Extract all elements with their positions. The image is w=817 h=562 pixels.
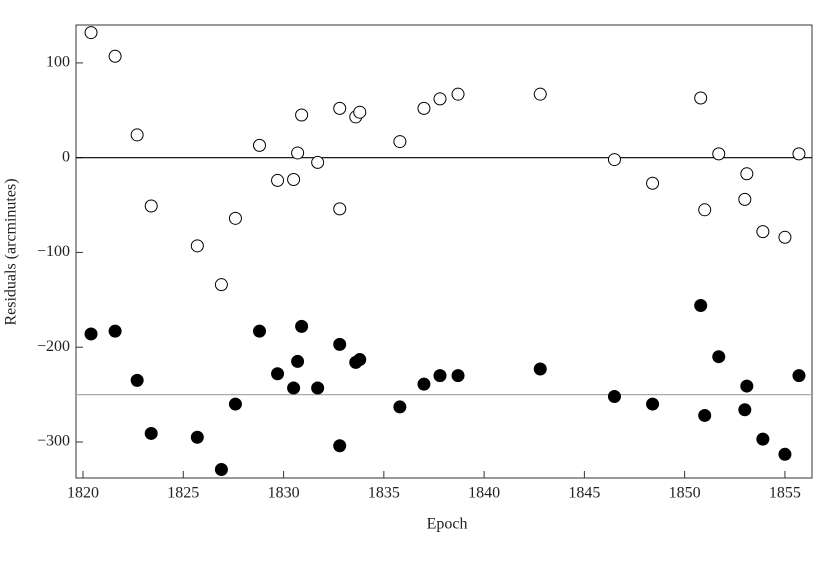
point: [108, 49, 122, 63]
point: [740, 167, 754, 181]
point: [756, 225, 770, 239]
x-tick-label: 1830: [268, 485, 300, 502]
point: [417, 101, 431, 115]
point: [295, 319, 309, 333]
point: [108, 324, 122, 338]
point: [144, 426, 158, 440]
y-tick-label: 0: [62, 148, 70, 165]
point: [271, 367, 285, 381]
x-tick-label: 1850: [669, 485, 701, 502]
point: [287, 381, 301, 395]
point: [287, 172, 301, 186]
point: [698, 203, 712, 217]
point: [311, 155, 325, 169]
point: [756, 432, 770, 446]
point: [214, 462, 228, 476]
point: [792, 147, 806, 161]
x-tick-label: 1820: [67, 485, 99, 502]
point: [144, 199, 158, 213]
x-tick-label: 1825: [167, 485, 199, 502]
point: [393, 400, 407, 414]
point: [333, 202, 347, 216]
point: [740, 379, 754, 393]
point: [417, 377, 431, 391]
point: [291, 354, 305, 368]
point: [295, 108, 309, 122]
point: [291, 146, 305, 160]
point: [533, 87, 547, 101]
point: [214, 278, 228, 292]
point: [738, 192, 752, 206]
y-tick-label: −300: [37, 433, 70, 450]
point: [694, 299, 708, 313]
point: [533, 362, 547, 376]
point: [228, 397, 242, 411]
point: [190, 430, 204, 444]
point: [646, 176, 660, 190]
y-tick-label: −100: [37, 243, 70, 260]
point: [694, 91, 708, 105]
point: [130, 373, 144, 387]
point: [778, 447, 792, 461]
x-tick-label: 1840: [468, 485, 500, 502]
point: [778, 230, 792, 244]
point: [190, 239, 204, 253]
point: [451, 87, 465, 101]
point: [451, 369, 465, 383]
point: [130, 128, 144, 142]
point: [353, 353, 367, 367]
point: [646, 397, 660, 411]
point: [252, 324, 266, 338]
point: [792, 369, 806, 383]
point: [433, 92, 447, 106]
x-tick-label: 1845: [568, 485, 600, 502]
point: [698, 408, 712, 422]
point: [353, 105, 367, 119]
point: [311, 381, 325, 395]
y-tick-label: 100: [46, 54, 70, 71]
point: [607, 389, 621, 403]
y-tick-label: −200: [37, 338, 70, 355]
point: [84, 26, 98, 40]
y-axis-label: Residuals (arcminutes): [3, 178, 20, 325]
point: [333, 337, 347, 351]
plot-frame: [75, 24, 813, 479]
point: [333, 101, 347, 115]
point: [433, 369, 447, 383]
point: [712, 147, 726, 161]
point: [228, 211, 242, 225]
point: [607, 153, 621, 167]
point: [271, 173, 285, 187]
point: [252, 138, 266, 152]
point: [738, 403, 752, 417]
point: [333, 439, 347, 453]
point: [393, 135, 407, 149]
point: [84, 327, 98, 341]
x-tick-label: 1855: [769, 485, 801, 502]
x-axis-label: Epoch: [427, 516, 468, 533]
x-tick-label: 1835: [368, 485, 400, 502]
point: [712, 350, 726, 364]
